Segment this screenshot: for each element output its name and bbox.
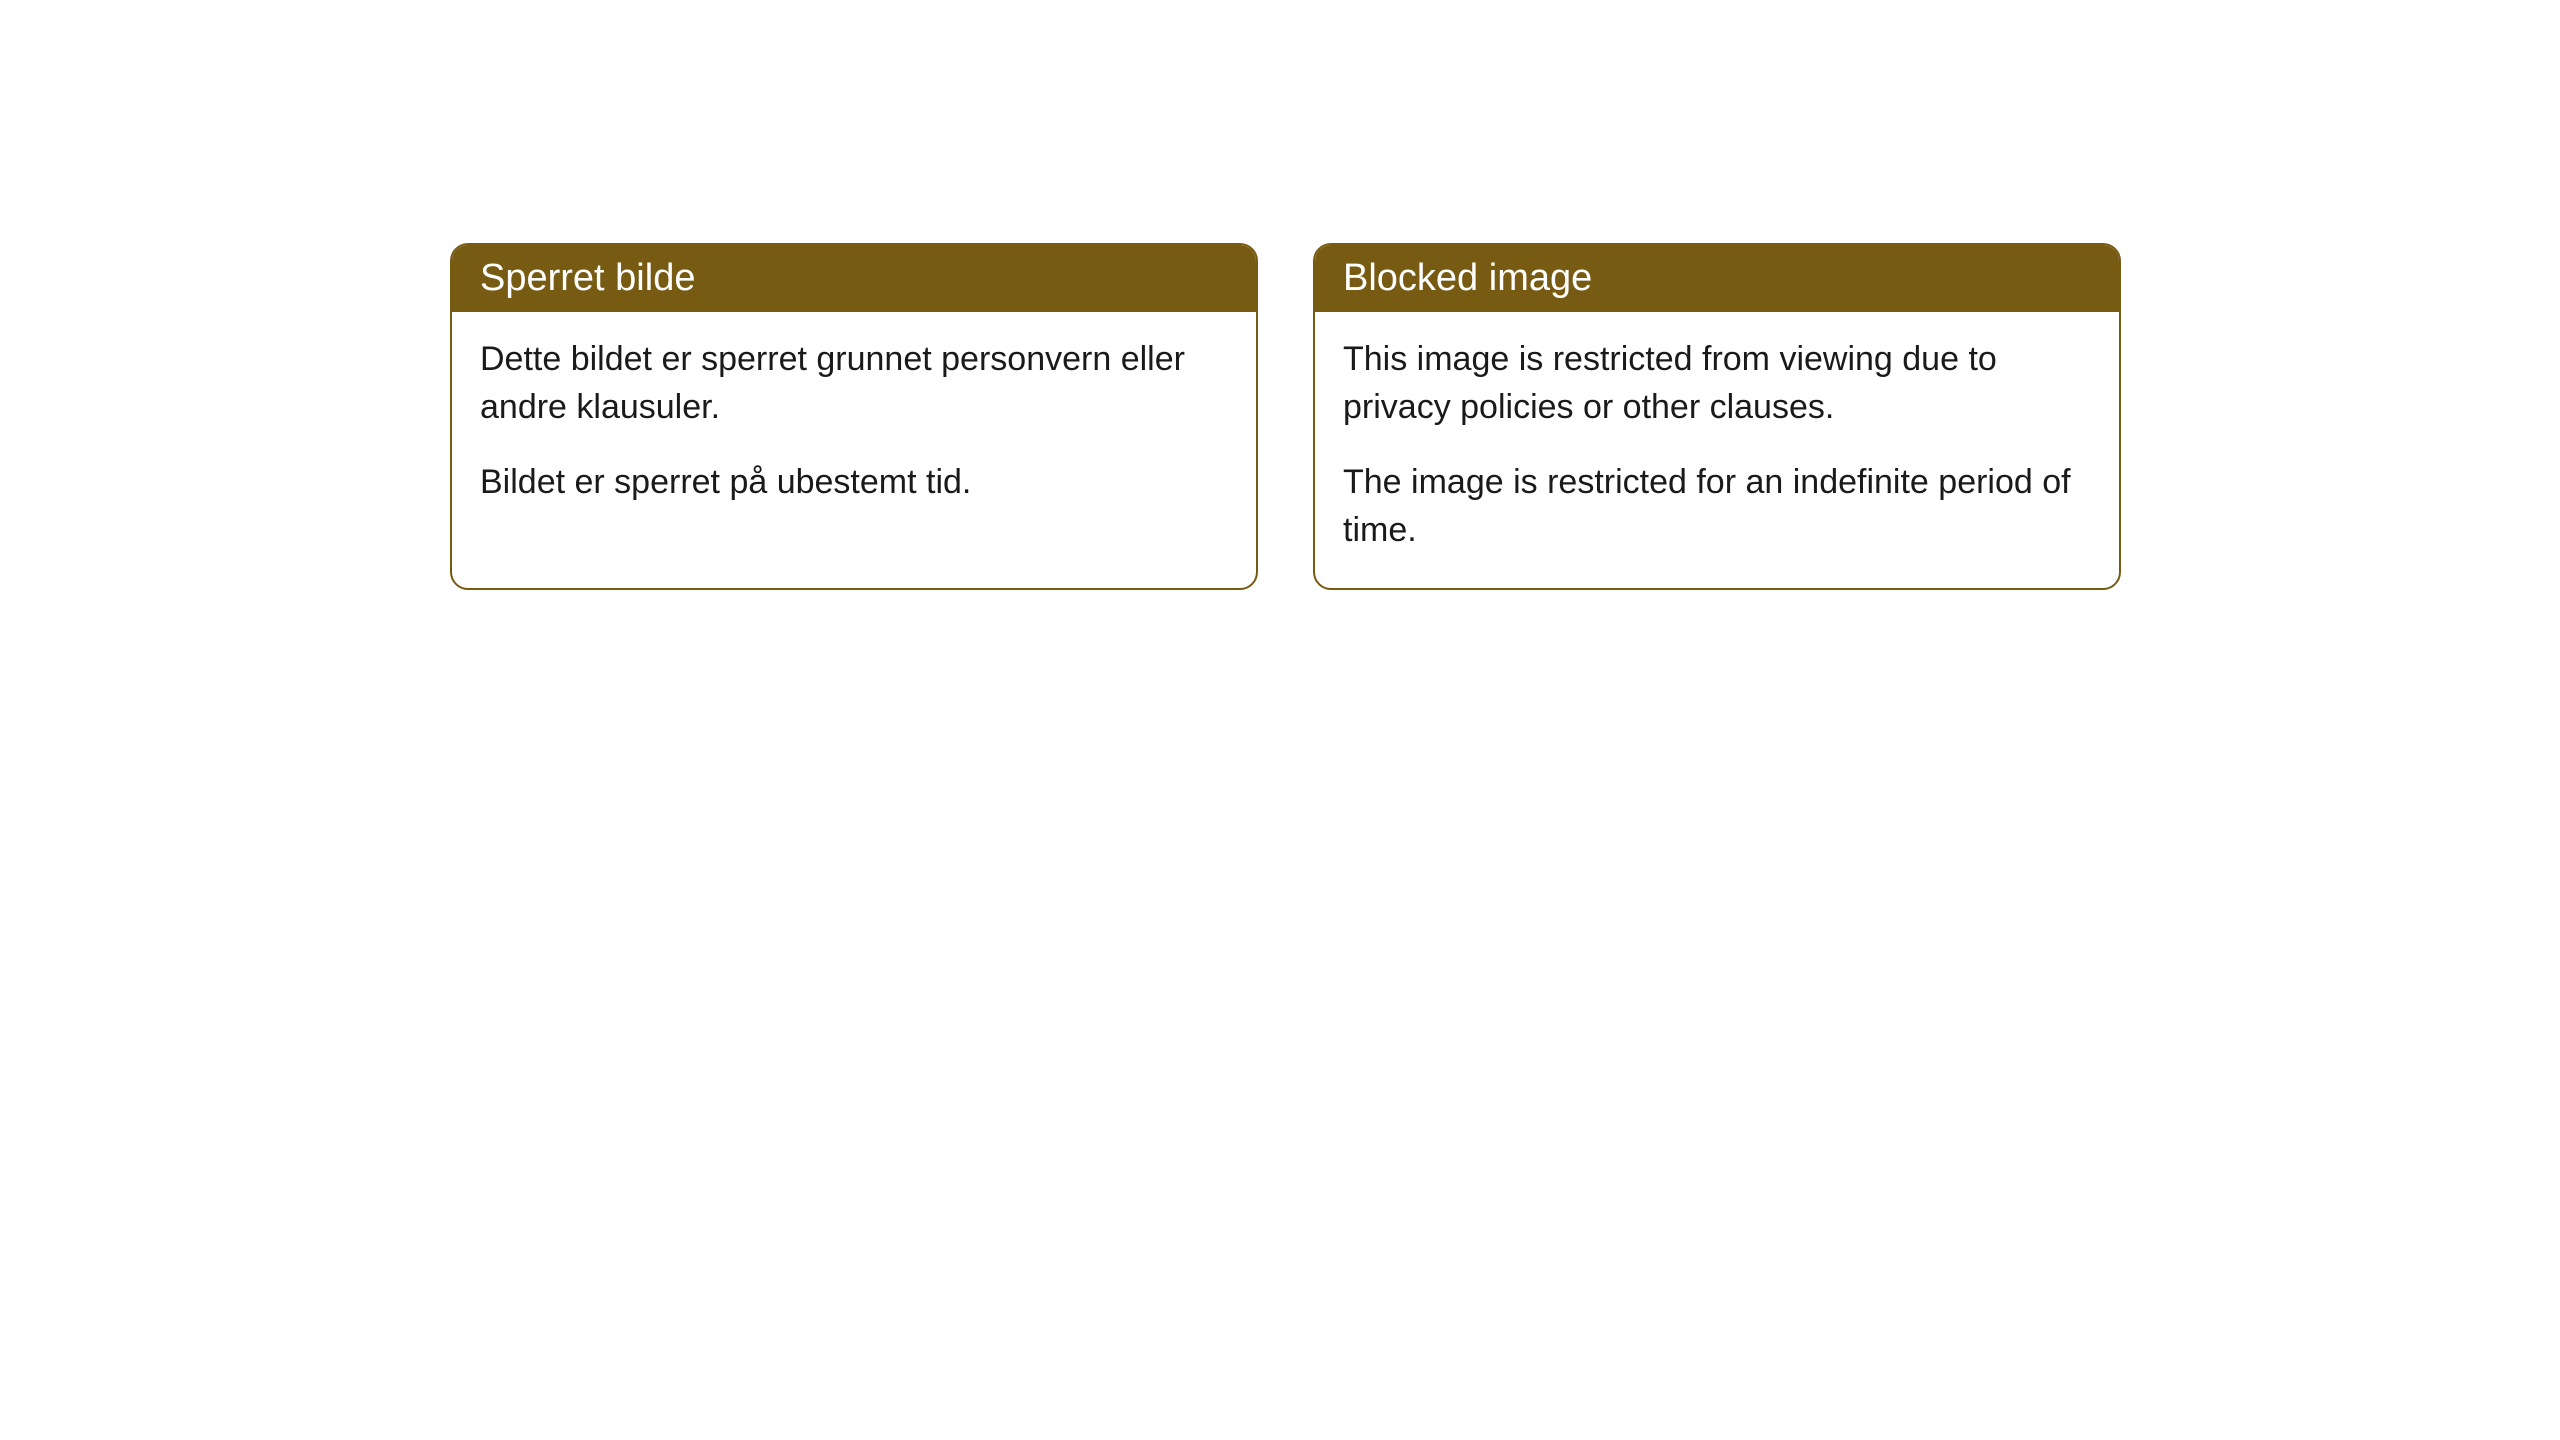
blocked-image-card-english: Blocked image This image is restricted f… (1313, 243, 2121, 590)
notice-cards-container: Sperret bilde Dette bildet er sperret gr… (450, 243, 2121, 590)
card-body-norwegian: Dette bildet er sperret grunnet personve… (452, 312, 1256, 541)
card-paragraph-1-english: This image is restricted from viewing du… (1343, 336, 2091, 431)
card-body-english: This image is restricted from viewing du… (1315, 312, 2119, 588)
card-header-english: Blocked image (1315, 245, 2119, 312)
card-title-norwegian: Sperret bilde (480, 257, 695, 299)
blocked-image-card-norwegian: Sperret bilde Dette bildet er sperret gr… (450, 243, 1258, 590)
card-header-norwegian: Sperret bilde (452, 245, 1256, 312)
card-paragraph-1-norwegian: Dette bildet er sperret grunnet personve… (480, 336, 1228, 431)
card-paragraph-2-english: The image is restricted for an indefinit… (1343, 459, 2091, 554)
card-title-english: Blocked image (1343, 257, 1592, 299)
card-paragraph-2-norwegian: Bildet er sperret på ubestemt tid. (480, 459, 1228, 507)
